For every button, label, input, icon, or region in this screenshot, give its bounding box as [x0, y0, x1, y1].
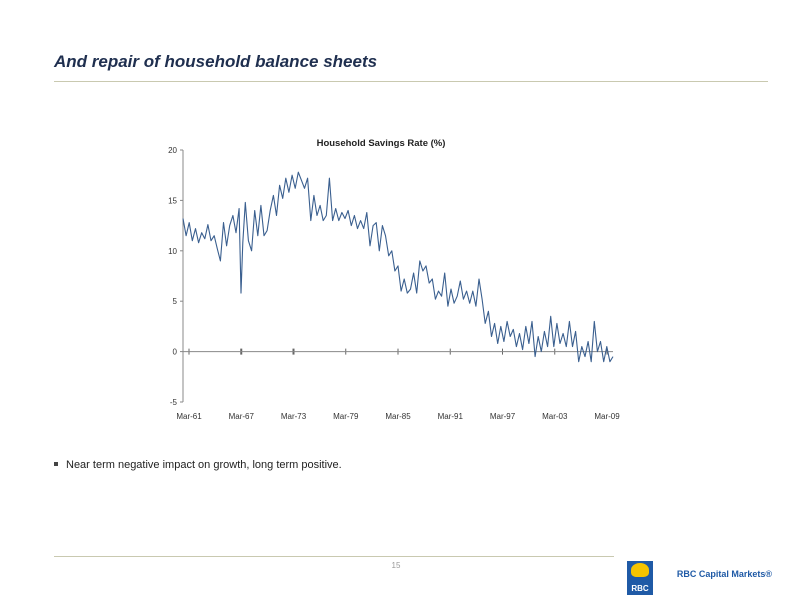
x-tick-label: Mar-85 [385, 412, 411, 421]
slide-title: And repair of household balance sheets [54, 52, 378, 71]
x-axis-ticks: Mar-61 Mar-67 Mar-73 Mar-79 Mar-85 Mar-91 Mar-… [176, 348, 620, 421]
x-tick-label: Mar-91 [438, 412, 464, 421]
footer-divider [54, 556, 614, 557]
page-number: 15 [391, 561, 401, 570]
rbc-capital-markets-logo: RBC RBC Capital Markets® [627, 561, 772, 601]
y-tick-label: 10 [168, 247, 177, 256]
y-tick-label: -5 [170, 398, 178, 407]
x-tick-label: Mar-79 [333, 412, 359, 421]
logo-mark-text: RBC [631, 584, 649, 593]
x-tick-label: Mar-03 [542, 412, 568, 421]
x-tick-label: Mar-73 [281, 412, 307, 421]
logo-brand-text: RBC Capital Markets® [676, 569, 772, 579]
y-axis-ticks: 20 15 10 5 0 -5 [168, 146, 183, 407]
savings-rate-chart: Household Savings Rate (%) 20 15 10 5 0 -5 Ma… [168, 138, 620, 421]
x-tick-label: Mar-67 [229, 412, 255, 421]
x-tick-label: Mar-97 [490, 412, 516, 421]
bullet-point: Near term negative impact on growth, lon… [54, 459, 342, 471]
y-tick-label: 0 [173, 348, 178, 357]
title-divider [54, 81, 768, 82]
chart-title: Household Savings Rate (%) [317, 138, 446, 149]
bullet-text: Near term negative impact on growth, lon… [66, 459, 342, 471]
x-tick-label: Mar-61 [176, 412, 202, 421]
bullet-square-icon [54, 462, 58, 467]
y-tick-label: 15 [168, 196, 177, 205]
y-tick-label: 20 [168, 146, 177, 155]
lion-icon [631, 563, 649, 577]
savings-rate-line [182, 171, 614, 363]
y-tick-label: 5 [173, 297, 178, 306]
rbc-lion-shield-icon: RBC [627, 561, 653, 595]
x-tick-label: Mar-09 [594, 412, 620, 421]
